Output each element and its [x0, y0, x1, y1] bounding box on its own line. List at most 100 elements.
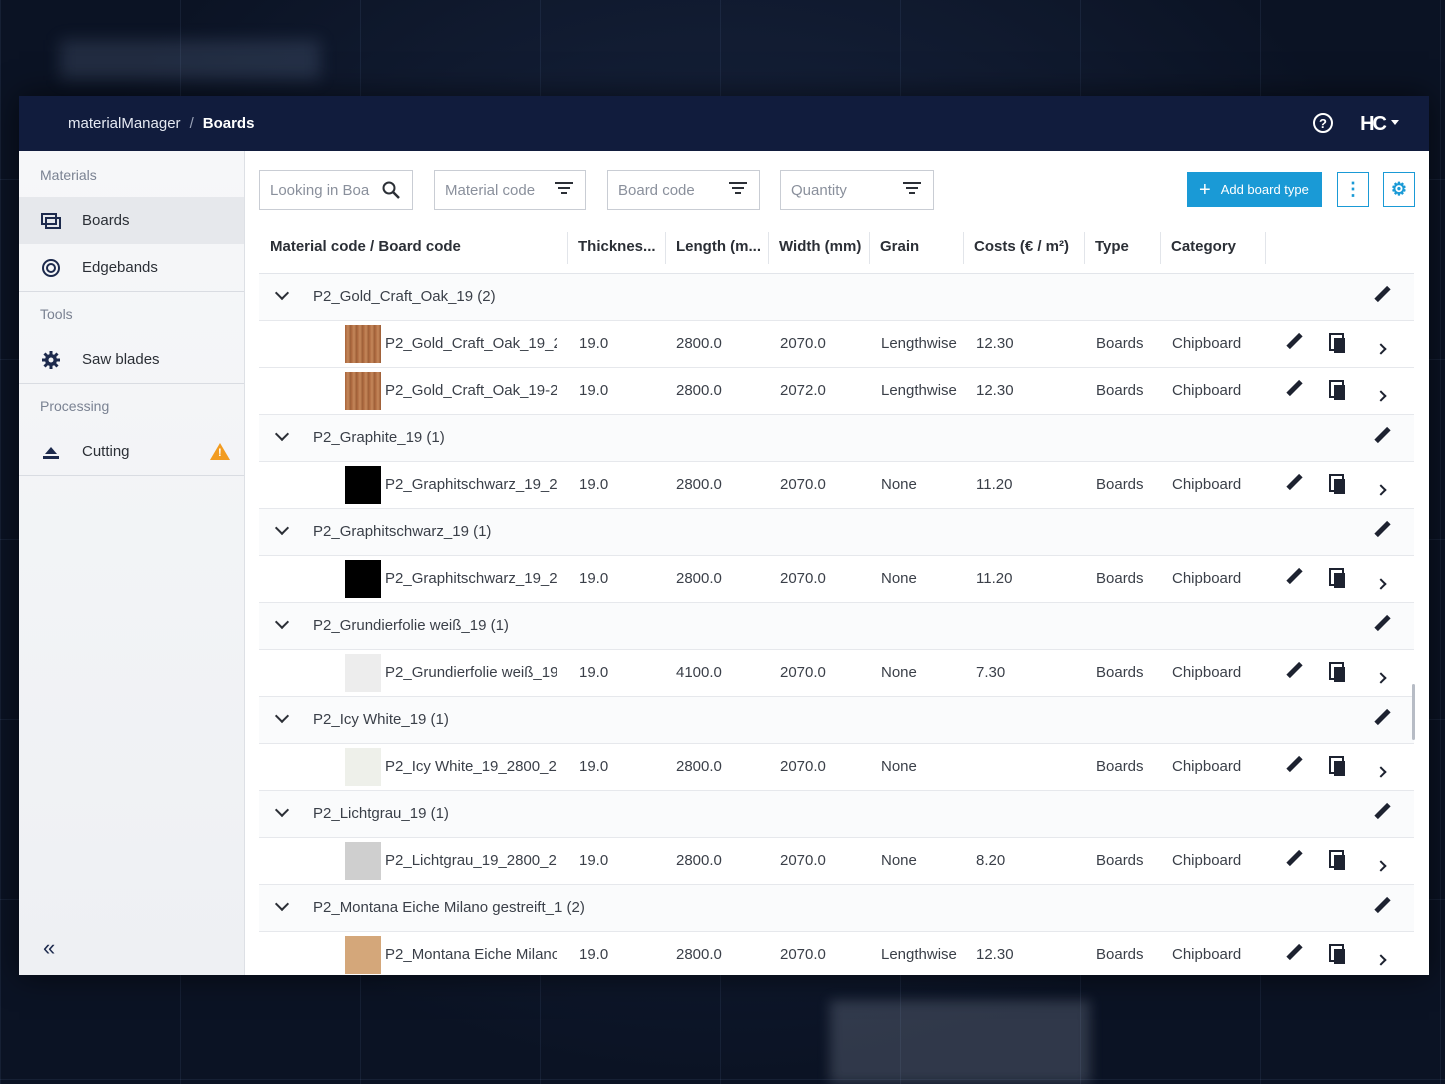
- settings-button[interactable]: ⚙: [1383, 172, 1415, 207]
- chevron-down-icon[interactable]: [274, 708, 290, 724]
- search-icon[interactable]: [382, 181, 400, 203]
- caret-down-icon[interactable]: [1391, 120, 1399, 125]
- filter-icon[interactable]: [555, 181, 573, 199]
- table-row[interactable]: P2_Gold_Craft_Oak_19_280 19.0 2800.0 2070.0…: [259, 321, 1414, 368]
- edit-icon[interactable]: [1285, 850, 1303, 873]
- sidebar-item-cutting[interactable]: Cutting !: [19, 428, 244, 475]
- edit-icon[interactable]: [1285, 756, 1303, 779]
- table-row[interactable]: P2_Graphitschwarz_19_280 19.0 2800.0 2070.0…: [259, 556, 1414, 603]
- edit-icon[interactable]: [1285, 474, 1303, 497]
- column-separator[interactable]: [1160, 232, 1161, 264]
- breadcrumb-app[interactable]: materialManager: [68, 115, 181, 132]
- column-header-thickness[interactable]: Thicknes...: [578, 238, 656, 255]
- length-cell: 2800.0: [676, 382, 722, 399]
- grain-cell: None: [881, 758, 917, 775]
- column-separator[interactable]: [1265, 232, 1266, 264]
- length-cell: 2800.0: [676, 570, 722, 587]
- copy-icon[interactable]: [1329, 474, 1345, 499]
- group-row[interactable]: P2_Grundierfolie weiß_19 (1): [259, 603, 1414, 650]
- group-row[interactable]: P2_Lichtgrau_19 (1): [259, 791, 1414, 838]
- sidebar-item-edgebands[interactable]: Edgebands: [19, 244, 244, 291]
- edit-group-icon[interactable]: [1373, 427, 1391, 450]
- chevron-right-icon[interactable]: [1375, 666, 1387, 687]
- quantity-filter[interactable]: Quantity: [780, 170, 934, 210]
- chevron-right-icon[interactable]: [1375, 760, 1387, 781]
- group-row[interactable]: P2_Gold_Craft_Oak_19 (2): [259, 274, 1414, 321]
- edit-icon[interactable]: [1285, 662, 1303, 685]
- chevron-down-icon[interactable]: [274, 896, 290, 912]
- table-row[interactable]: P2_Montana Eiche Milano g 19.0 2800.0 2070.…: [259, 932, 1414, 975]
- column-separator[interactable]: [963, 232, 964, 264]
- edit-group-icon[interactable]: [1373, 286, 1391, 309]
- search-input[interactable]: Looking in Boa: [259, 170, 413, 210]
- chevron-down-icon[interactable]: [274, 614, 290, 630]
- column-separator[interactable]: [567, 232, 568, 264]
- filter-icon[interactable]: [729, 181, 747, 199]
- chevron-down-icon[interactable]: [274, 520, 290, 536]
- edit-icon[interactable]: [1285, 380, 1303, 403]
- more-options-button[interactable]: ⋮: [1337, 172, 1369, 207]
- copy-icon[interactable]: [1329, 850, 1345, 875]
- breadcrumb-separator: /: [189, 115, 194, 132]
- chevron-down-icon[interactable]: [274, 285, 290, 301]
- column-header-length[interactable]: Length (m...: [676, 238, 761, 255]
- material-code-filter[interactable]: Material code: [434, 170, 586, 210]
- edit-group-icon[interactable]: [1373, 803, 1391, 826]
- column-header-category[interactable]: Category: [1171, 238, 1237, 255]
- edit-icon[interactable]: [1285, 568, 1303, 591]
- chevron-right-icon[interactable]: [1375, 948, 1387, 969]
- group-label: P2_Graphite_19 (1): [313, 429, 445, 446]
- column-header-grain[interactable]: Grain: [880, 238, 920, 255]
- copy-icon[interactable]: [1329, 662, 1345, 687]
- group-row[interactable]: P2_Icy White_19 (1): [259, 697, 1414, 744]
- collapse-sidebar-icon[interactable]: «: [43, 935, 56, 960]
- chevron-right-icon[interactable]: [1375, 478, 1387, 499]
- table-row[interactable]: P2_Icy White_19_2800_207 19.0 2800.0 2070.0…: [259, 744, 1414, 791]
- column-separator[interactable]: [665, 232, 666, 264]
- group-row[interactable]: P2_Graphitschwarz_19 (1): [259, 509, 1414, 556]
- column-header-costs[interactable]: Costs (€ / m²): [974, 238, 1070, 255]
- copy-icon[interactable]: [1329, 756, 1345, 781]
- help-icon[interactable]: ?: [1313, 113, 1333, 133]
- chevron-right-icon[interactable]: [1375, 337, 1387, 358]
- edit-group-icon[interactable]: [1373, 897, 1391, 920]
- sidebar-item-boards[interactable]: Boards: [19, 197, 244, 244]
- group-row[interactable]: P2_Graphite_19 (1): [259, 415, 1414, 462]
- table-row[interactable]: P2_Lichtgrau_19_2800_207 19.0 2800.0 2070.0…: [259, 838, 1414, 885]
- chevron-down-icon[interactable]: [274, 426, 290, 442]
- chevron-right-icon[interactable]: [1375, 854, 1387, 875]
- copy-icon[interactable]: [1329, 380, 1345, 405]
- length-cell: 2800.0: [676, 758, 722, 775]
- user-logo[interactable]: HC: [1360, 113, 1387, 135]
- sidebar-item-saw-blades[interactable]: Saw blades: [19, 336, 244, 383]
- group-row[interactable]: P2_Montana Eiche Milano gestreift_1 (2): [259, 885, 1414, 932]
- add-board-type-button[interactable]: + Add board type: [1187, 172, 1322, 207]
- column-separator[interactable]: [768, 232, 769, 264]
- edit-icon[interactable]: [1285, 333, 1303, 356]
- table-row[interactable]: P2_Grundierfolie weiß_19_4 19.0 4100.0 2070…: [259, 650, 1414, 697]
- vertical-scrollbar[interactable]: [1412, 684, 1415, 740]
- column-separator[interactable]: [869, 232, 870, 264]
- table-row[interactable]: P2_Graphitschwarz_19_280 19.0 2800.0 2070.0…: [259, 462, 1414, 509]
- column-header-type[interactable]: Type: [1095, 238, 1129, 255]
- thickness-cell: 19.0: [579, 335, 609, 352]
- edit-group-icon[interactable]: [1373, 521, 1391, 544]
- copy-icon[interactable]: [1329, 944, 1345, 969]
- board-code-filter[interactable]: Board code: [607, 170, 760, 210]
- edit-group-icon[interactable]: [1373, 709, 1391, 732]
- board-code-cell: P2_Graphitschwarz_19_280: [385, 570, 557, 587]
- material-swatch: [345, 936, 381, 974]
- copy-icon[interactable]: [1329, 333, 1345, 358]
- chevron-down-icon[interactable]: [274, 802, 290, 818]
- chevron-right-icon[interactable]: [1375, 384, 1387, 405]
- copy-icon[interactable]: [1329, 568, 1345, 593]
- column-header-code[interactable]: Material code / Board code: [270, 238, 461, 255]
- column-separator[interactable]: [1084, 232, 1085, 264]
- table-row[interactable]: P2_Gold_Craft_Oak_19-280 19.0 2800.0 2072.0…: [259, 368, 1414, 415]
- filter-icon[interactable]: [903, 181, 921, 199]
- chevron-right-icon[interactable]: [1375, 572, 1387, 593]
- edit-icon[interactable]: [1285, 944, 1303, 967]
- grain-cell: None: [881, 476, 917, 493]
- column-header-width[interactable]: Width (mm): [779, 238, 862, 255]
- edit-group-icon[interactable]: [1373, 615, 1391, 638]
